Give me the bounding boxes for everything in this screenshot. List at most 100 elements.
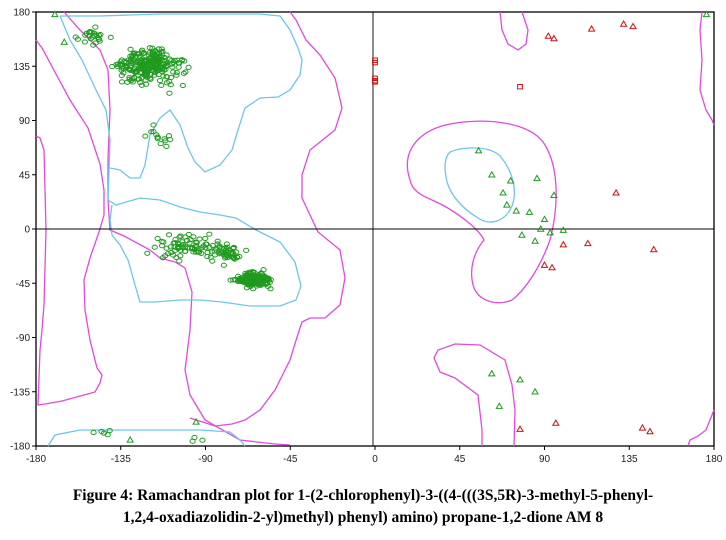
general-residue-point xyxy=(230,245,237,251)
general-residue-point xyxy=(147,76,154,82)
general-residue-point xyxy=(109,63,116,70)
glycine-residue-point xyxy=(702,10,711,18)
outlier-proline-point xyxy=(372,78,378,84)
general-residue-point xyxy=(107,34,114,41)
general-residue-point xyxy=(234,254,241,260)
x-tick-label: -180 xyxy=(26,454,46,465)
general-residue-point xyxy=(176,258,183,264)
general-residue-point xyxy=(161,54,168,60)
general-residue-point xyxy=(235,278,242,284)
x-tick-label: 90 xyxy=(539,454,551,465)
general-residue-point xyxy=(162,138,169,144)
outlier-proline-point xyxy=(517,84,523,90)
general-residue-point xyxy=(143,71,150,78)
general-residue-point xyxy=(199,437,206,443)
general-residue-point xyxy=(160,239,167,245)
general-residue-point xyxy=(160,73,167,79)
general-residue-point xyxy=(150,60,157,66)
y-tick-label: -135 xyxy=(10,387,30,398)
general-residue-point xyxy=(220,262,227,268)
general-residue-point xyxy=(206,231,213,237)
x-tick-label: -135 xyxy=(111,454,131,465)
general-residue-point xyxy=(72,34,79,40)
outlier-glycine-point xyxy=(516,425,524,432)
general-residue-point xyxy=(157,140,164,147)
glycine-residue-point xyxy=(536,224,545,232)
general-residue-point xyxy=(148,129,155,135)
outlier-glycine-point xyxy=(587,24,596,32)
general-residue-point xyxy=(267,286,274,292)
general-residue-point xyxy=(217,250,224,256)
general-residue-point xyxy=(165,232,173,238)
general-residue-point xyxy=(222,253,229,260)
general-residue-point xyxy=(127,46,134,52)
x-tick-label: -90 xyxy=(198,454,213,465)
general-residue-point xyxy=(163,80,171,86)
general-residue-point xyxy=(266,279,273,285)
general-residue-point xyxy=(142,72,149,78)
x-tick-label: 45 xyxy=(454,454,466,465)
general-residue-point xyxy=(243,247,250,253)
general-residue-point xyxy=(189,438,196,444)
caption-line-1: Figure 4: Ramachandran plot for 1-(2-chl… xyxy=(72,487,654,504)
general-residue-point xyxy=(224,244,231,250)
general-residue-point xyxy=(182,69,189,75)
outlier-glycine-point xyxy=(559,240,568,248)
general-residue-point xyxy=(86,29,93,35)
glycine-residue-point xyxy=(474,146,483,154)
outlier-glycine-point xyxy=(649,245,658,253)
general-residue-point xyxy=(204,253,211,260)
y-tick-label: 90 xyxy=(19,116,31,127)
y-tick-label: 180 xyxy=(13,8,30,19)
general-residue-point xyxy=(95,36,102,42)
general-residue-point xyxy=(157,63,165,69)
outlier-glycine-point xyxy=(629,22,637,30)
ramachandran-plot: -180 -135 -90 -45 0 45 90 135 180 180 135 90 45 0 -45 -… xyxy=(10,8,723,466)
general-residue-point xyxy=(154,134,161,140)
general-residue-point xyxy=(196,236,203,242)
general-residue-point xyxy=(92,24,99,30)
general-residue-point xyxy=(158,46,165,52)
outlier-glycine-point xyxy=(619,20,628,27)
general-residue-point xyxy=(129,53,136,59)
general-residue-point xyxy=(142,133,149,139)
glycine-residue-point xyxy=(516,375,524,383)
general-residue-point xyxy=(145,66,152,72)
general-residue-point xyxy=(179,239,186,245)
glycine-residue-point xyxy=(499,188,507,196)
general-residue-point xyxy=(90,429,97,436)
general-residue-point xyxy=(145,56,152,62)
general-residue-point xyxy=(118,57,126,63)
glycine-residue-point xyxy=(550,191,558,198)
axis-ticks: -180 -135 -90 -45 0 45 90 135 180 180 135 90 45 0 -45 -… xyxy=(10,8,723,466)
general-residue-point xyxy=(193,242,200,249)
general-residue-point xyxy=(260,267,267,273)
general-residue-point xyxy=(198,250,205,257)
general-residue-point xyxy=(138,82,145,88)
glycine-residue-point xyxy=(540,215,549,223)
y-tick-label: 0 xyxy=(24,225,30,236)
general-residue-point xyxy=(180,70,187,76)
general-residue-point xyxy=(202,245,209,251)
general-residue-point xyxy=(167,244,174,250)
general-residue-point xyxy=(209,242,216,249)
glycine-residue-point xyxy=(559,226,568,233)
general-residue-point xyxy=(158,82,165,88)
general-residue-point xyxy=(173,69,180,76)
general-residue-point xyxy=(87,29,94,35)
general-residue-point xyxy=(89,34,96,40)
general-residue-point xyxy=(182,234,189,240)
general-residue-point xyxy=(223,241,230,247)
general-residue-point xyxy=(159,48,166,54)
general-residue-point xyxy=(81,39,88,45)
general-residue-point xyxy=(126,76,133,82)
general-residue-point xyxy=(144,250,151,256)
glycine-residue-point xyxy=(487,369,496,377)
general-residue-point xyxy=(164,63,171,69)
outlier-glycine-point xyxy=(548,263,556,271)
general-residue-point xyxy=(175,60,182,66)
general-residue-point xyxy=(127,58,134,64)
outlier-glycine-point xyxy=(583,239,592,247)
general-residue-point xyxy=(244,270,251,277)
y-tick-label: 45 xyxy=(19,170,31,181)
